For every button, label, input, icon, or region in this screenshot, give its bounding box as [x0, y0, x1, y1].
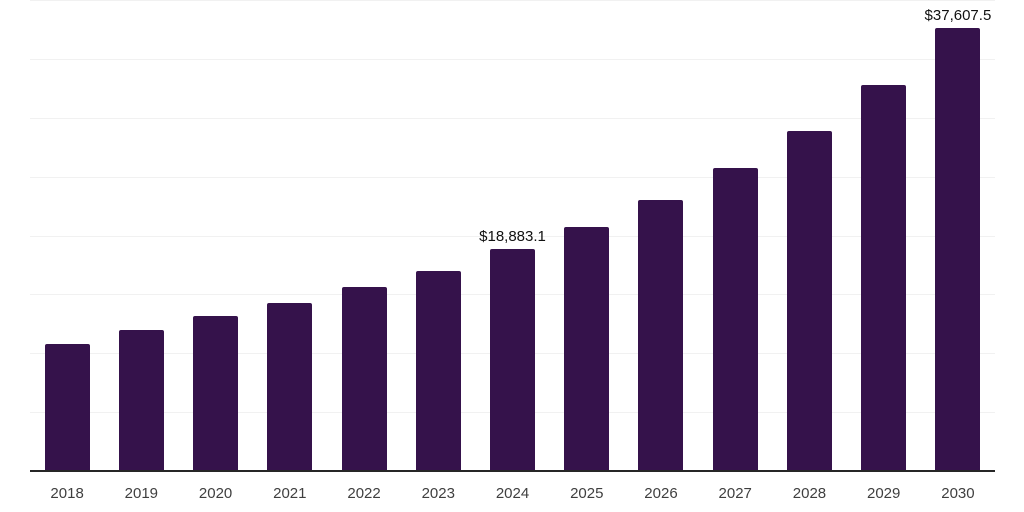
- bar-2030: [935, 28, 981, 471]
- bar-slot-2025: [550, 0, 624, 471]
- bar-slot-2022: [327, 0, 401, 471]
- bar-slot-2029: [847, 0, 921, 471]
- x-label-2023: 2023: [421, 485, 455, 502]
- x-axis-labels: 2018 2019 2020 2021 2022 2023 2024 2025 2026 2027…: [30, 471, 995, 501]
- bar-2024: [490, 248, 536, 471]
- bar-slot-2019: [104, 0, 178, 471]
- bar-2028: [786, 131, 832, 471]
- gridline-40000: [30, 0, 995, 1]
- x-label-2022: 2022: [347, 485, 381, 502]
- plot-area: $18,883.1 $37,607.5: [30, 0, 995, 472]
- bar-slot-2028: [772, 0, 846, 471]
- bar-2020: [193, 315, 239, 471]
- bar-2023: [415, 270, 461, 471]
- x-label-2020: 2020: [198, 485, 233, 502]
- data-label-2030: $37,607.5: [924, 7, 992, 25]
- x-label-2027: 2027: [718, 485, 752, 502]
- x-label-2019: 2019: [124, 485, 159, 502]
- gridline-30000: [30, 117, 995, 119]
- bar-2022: [341, 287, 387, 471]
- gridline-20000: [30, 235, 995, 237]
- bar-slot-2018: [30, 0, 104, 471]
- x-label-2024: 2024: [495, 485, 530, 502]
- x-label-2030: 2030: [941, 485, 975, 502]
- bar-slot-2023: [401, 0, 475, 471]
- bar-slot-2030: $37,607.5: [921, 0, 995, 471]
- bar-2018: [44, 343, 90, 471]
- bar-slot-2021: [253, 0, 327, 471]
- gridline-35000: [30, 58, 995, 60]
- bar-2021: [267, 302, 313, 471]
- x-label-2028: 2028: [792, 485, 827, 502]
- x-label-2026: 2026: [644, 485, 678, 502]
- bar-slot-2024: $18,883.1: [475, 0, 549, 471]
- bar-2025: [564, 226, 610, 471]
- bar-2026: [638, 200, 684, 471]
- bars-container: $18,883.1 $37,607.5: [30, 0, 995, 471]
- x-axis-line: [30, 470, 995, 472]
- x-label-2025: 2025: [570, 485, 604, 502]
- bar-slot-2020: [178, 0, 252, 471]
- x-label-2029: 2029: [867, 485, 901, 502]
- x-label-2021: 2021: [273, 485, 307, 502]
- bar-2027: [712, 167, 758, 471]
- bar-slot-2027: [698, 0, 772, 471]
- x-label-2018: 2018: [50, 485, 84, 502]
- bar-2019: [118, 329, 164, 471]
- bar-slot-2026: [624, 0, 698, 471]
- gridline-25000: [30, 176, 995, 178]
- bar-2029: [861, 85, 907, 471]
- data-label-2024: $18,883.1: [479, 227, 546, 245]
